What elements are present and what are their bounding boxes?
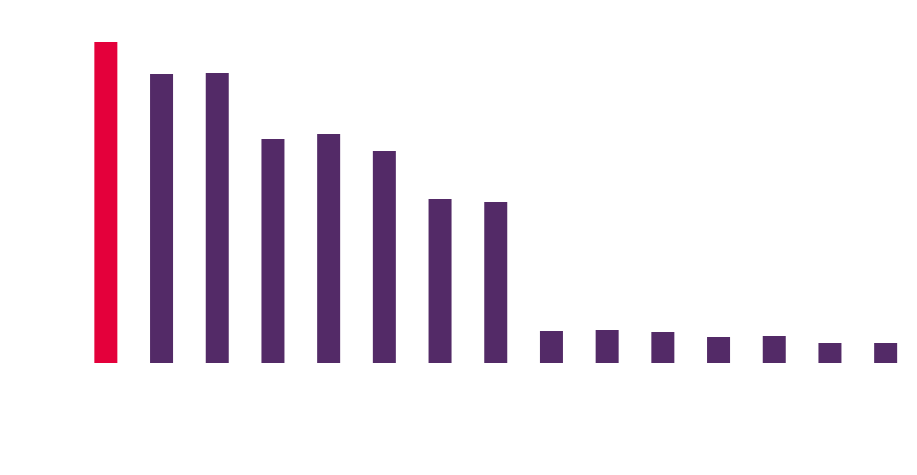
bar: [762, 336, 786, 363]
bar: [205, 73, 229, 363]
bar: [428, 199, 452, 363]
bar: [150, 74, 174, 363]
bar: [261, 139, 285, 363]
bar: [94, 42, 118, 363]
bar: [874, 343, 898, 363]
bar: [651, 332, 675, 363]
bar: [484, 202, 508, 363]
bar: [595, 330, 619, 363]
bar: [818, 343, 842, 363]
bar: [707, 337, 731, 363]
bar: [372, 151, 396, 363]
bar: [317, 134, 341, 363]
bar: [539, 331, 563, 363]
